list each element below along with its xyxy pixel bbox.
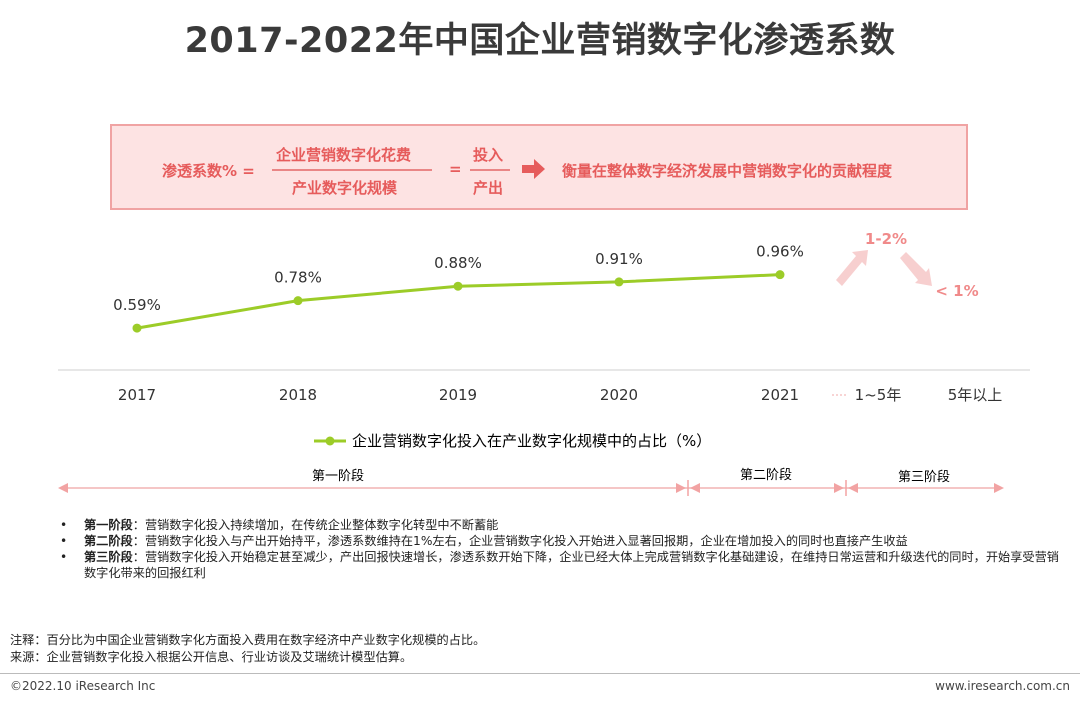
x-tick-label: 2017 [118,386,156,404]
data-point [453,281,463,291]
formula-denominator2: 产出 [473,179,504,197]
note-text: 营销数字化投入开始稳定甚至减少，产出回报快速增长，渗透系数开始下降，企业已经大体… [84,550,1059,580]
formula-numerator: 企业营销数字化花费 [276,146,412,164]
x-tick-labels: 2017 2018 2019 2020 2021 1~5年 5年以上 [118,386,1002,404]
legend: 企业营销数字化投入在产业数字化规模中的占比（%） [314,432,711,450]
data-point [775,270,785,280]
line-chart: 0.59%0.78%0.88% 0.91% 0.96% 2017 2018 2019 20… [58,230,1030,496]
stage-1-label: 第一阶段 [312,469,364,484]
fraction-bar [272,169,432,171]
note-item: • 第一阶段：营销数字化投入持续增加，在传统企业整体数字化转型中不断蓄能 [60,517,1060,533]
formula-denominator: 产业数字化规模 [292,179,398,197]
series-group: 0.59% 0.78% 0.88% 0.91% 0.96% [113,243,804,333]
legend-label: 企业营销数字化投入在产业数字化规模中的占比（%） [352,432,711,450]
footnote-note: 注释：百分比为中国企业营销数字化方面投入费用在数字经济中产业数字化规模的占比。 [10,633,486,647]
bullet-icon: • [60,518,68,532]
footnote-source: 来源：企业营销数字化投入根据公开信息、行业访谈及艾瑞统计模型估算。 [10,650,413,664]
forecast-label-2: < 1% [935,282,978,300]
note-text: 营销数字化投入与产出开始持平，渗透系数维持在1%左右，企业营销数字化投入开始进入… [144,534,908,548]
formula-description: 衡量在整体数字经济发展中营销数字化的贡献程度 [562,162,893,180]
note-label: 第一阶段 [84,518,133,532]
note-sep: ： [132,518,145,532]
data-label: 0.88% [434,254,482,272]
formula-box: 渗透系数% = 企业营销数字化花费 产业数字化规模 = 投入 产出 衡量在整体数… [110,124,968,210]
fraction-bar-2 [470,169,510,171]
formula-numerator2: 投入 [473,146,504,164]
data-label: 0.91% [595,250,643,268]
website-link[interactable]: www.iresearch.com.cn [935,679,1070,693]
footnote: 注释：百分比为中国企业营销数字化方面投入费用在数字经济中产业数字化规模的占比。 … [10,632,485,666]
data-point [293,296,303,306]
page-title: 2017-2022年中国企业营销数字化渗透系数 [184,21,896,61]
data-label: 0.78% [274,269,322,287]
legend-marker [325,436,335,446]
x-tick-label: 2018 [279,386,317,404]
x-tick-label: 2019 [439,386,477,404]
copyright: ©2022.10 iResearch Inc [10,679,156,693]
note-label: 第三阶段 [84,550,133,564]
bullet-icon: • [60,550,68,564]
formula-equals: = [449,160,462,178]
note-item: • 第三阶段：营销数字化投入开始稳定甚至减少，产出回报快速增长，渗透系数开始下降… [60,549,1060,581]
note-sep: ： [132,550,145,564]
footer-divider [0,673,1080,674]
stage-ruler: 第一阶段 第二阶段 第三阶段 [58,468,1004,496]
down-arrow-icon [900,252,932,286]
note-sep: ： [132,534,145,548]
x-tick-label: 2020 [600,386,638,404]
formula-lhs: 渗透系数% = [162,162,255,180]
data-label: 0.96% [756,243,804,261]
right-arrow-icon [522,159,545,179]
note-text: 营销数字化投入持续增加，在传统企业整体数字化转型中不断蓄能 [144,518,499,532]
stage-notes: • 第一阶段：营销数字化投入持续增加，在传统企业整体数字化转型中不断蓄能 • 第… [60,517,1060,581]
x-tick-label: 2021 [761,386,799,404]
data-point [132,323,142,333]
data-label: 0.59% [113,296,161,314]
data-point [614,277,624,287]
note-label: 第二阶段 [84,534,133,548]
forecast-label-1: 1-2% [865,230,907,248]
up-arrow-icon [836,250,868,286]
stage-3-label: 第三阶段 [898,470,950,485]
stage-2-label: 第二阶段 [740,468,792,483]
x-tick-label: 1~5年 [855,386,902,404]
note-item: • 第二阶段：营销数字化投入与产出开始持平，渗透系数维持在1%左右，企业营销数字… [60,533,1060,549]
bullet-icon: • [60,534,68,548]
x-tick-label: 5年以上 [948,386,1003,404]
